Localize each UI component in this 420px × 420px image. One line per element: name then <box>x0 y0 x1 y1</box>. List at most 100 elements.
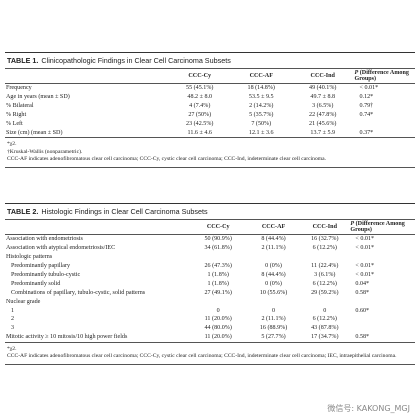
cell: 44 (80.0%) <box>204 325 232 332</box>
cell: 2 (11.1%) <box>261 245 286 252</box>
cell: < 0.01* <box>355 272 375 278</box>
note: CCC-AF indicates adenofibromatous clear … <box>7 156 326 163</box>
table-row: 2 11 (20.0%) 2 (11.1%) 6 (12.2%) <box>5 315 415 324</box>
cell: 1 (1.8%) <box>207 272 229 278</box>
cell: 29 (59.2%) <box>311 289 339 296</box>
header-cell: CCC-Ind <box>300 220 350 235</box>
table-row: Association with endometriosis 50 (90.9%)… <box>5 235 415 244</box>
table-notes: *χ2. †Kruskal-Wallis (nonparametric). CCC-… <box>5 138 415 168</box>
cell: < 0.01* <box>359 85 379 92</box>
note: *χ2. <box>7 345 17 352</box>
row-label: Mitotic activity ≥ 10 mitosis/10 high po… <box>5 332 190 343</box>
header-cell: CCC-AF <box>230 69 292 84</box>
table-row: Size (cm) (mean ± SD) 11.6 ± 4.6 12.1 ± 3.… <box>5 128 415 139</box>
table-row: Age in years (mean ± SD) 48.2 ± 8.0 53.5 ±… <box>5 93 415 102</box>
table-caption: Clinicopathologic Findings in Clear Cell… <box>41 56 231 65</box>
cell: 27 (49.1%) <box>204 289 232 296</box>
cell: 13.7 ± 5.9 <box>292 128 354 139</box>
watermark: 微信号: KAKONG_MGJ <box>327 404 410 413</box>
note: CCC-AF indicates adenofibromatous clear … <box>7 353 397 360</box>
table-label: TABLE 1. <box>7 56 39 65</box>
cell: 50 (90.9%) <box>204 236 232 243</box>
cell: 17 (34.7%) <box>300 332 350 343</box>
row-label: % Bilateral <box>6 103 34 110</box>
row-label: Combinations of papillary, tubulo-cystic… <box>11 289 146 296</box>
cell: 10 (55.6%) <box>259 289 288 296</box>
cell: 6 (12.2%) <box>312 316 337 323</box>
row-label: Histologic patterns <box>6 254 53 261</box>
cell: 49.7 ± 8.8 <box>310 94 336 101</box>
cell: 0 (0%) <box>265 280 282 287</box>
cell: < 0.01* <box>355 263 375 270</box>
cell <box>349 315 415 324</box>
cell: 21 (45.6%) <box>309 121 337 127</box>
header-cell: P (Difference Among Groups) <box>353 69 415 84</box>
cell: 0.74* <box>359 112 374 119</box>
cell <box>300 297 349 306</box>
row-label: % Right <box>6 112 27 119</box>
cell <box>354 120 416 129</box>
table-row: Nuclear grade <box>5 297 415 306</box>
cell: 11 (20.0%) <box>204 316 232 323</box>
header-row: CCC-Cy CCC-AF CCC-Ind P (Difference Among G… <box>5 220 415 235</box>
cell: 8 (44.4%) <box>261 272 286 278</box>
cell <box>349 253 415 262</box>
cell: 2 (14.2%) <box>249 103 274 110</box>
cell: 6 (12.2%) <box>312 280 337 287</box>
cell <box>349 324 415 333</box>
table-row: Frequency 55 (45.1%) 18 (14.8%) 49 (40.1%) <… <box>5 84 415 93</box>
cell: 0.79† <box>359 103 374 110</box>
table-notes: *χ2. CCC-AF indicates adenofibromatous cl… <box>5 343 415 365</box>
cell: 0.12* <box>359 94 374 101</box>
note: *χ2. <box>7 141 17 148</box>
cell: < 0.01* <box>355 236 375 243</box>
table-body: Association with endometriosis 50 (90.9%)… <box>5 235 415 343</box>
row-label: Size (cm) (mean ± SD) <box>5 128 169 139</box>
table-row: % Left 23 (42.5%) 7 (50%) 21 (45.6%) <box>5 120 415 129</box>
table-row: Predominantly tubulo-cystic 1 (1.8%) 8 (44… <box>5 271 415 280</box>
cell: 34 (61.8%) <box>204 245 232 252</box>
table-row: Histologic patterns <box>5 253 415 262</box>
cell: 53.5 ± 9.5 <box>248 94 274 101</box>
header-cell: CCC-Cy <box>189 220 247 235</box>
header-cell: CCC-Ind <box>292 69 354 84</box>
cell: 43 (87.8%) <box>311 325 339 332</box>
table-row: Association with atypical endometriosis/… <box>5 244 415 253</box>
row-label: 2 <box>11 316 15 323</box>
header-cell: CCC-AF <box>246 220 301 235</box>
row-label: Nuclear grade <box>6 298 41 305</box>
table-body: Frequency 55 (45.1%) 18 (14.8%) 49 (40.1%) <… <box>5 84 415 139</box>
cell: 8 (44.4%) <box>261 236 286 243</box>
table-caption: Histologic Findings in Clear Cell Carcin… <box>41 207 208 216</box>
header-cell: CCC-Cy <box>169 69 231 84</box>
cell: 5 (35.7%) <box>249 112 274 119</box>
cell: 11 (22.4%) <box>311 263 339 270</box>
cell: 18 (14.8%) <box>247 85 275 92</box>
row-label: Predominantly solid <box>11 280 61 287</box>
cell: 3 (6.5%) <box>312 103 334 110</box>
cell: 11 (20.0%) <box>189 332 247 343</box>
cell: 0.58* <box>349 332 415 343</box>
row-label: % Left <box>6 121 23 127</box>
table-row: Predominantly solid 1 (1.8%) 0 (0%) 6 (12.2… <box>5 279 415 288</box>
table-row: Mitotic activity ≥ 10 mitosis/10 high po… <box>5 332 415 343</box>
table-title: TABLE 2. Histologic Findings in Clear Cel… <box>5 203 415 220</box>
cell <box>300 253 349 262</box>
cell: < 0.01* <box>355 245 375 252</box>
row-label: 1 <box>11 307 15 314</box>
cell: 55 (45.1%) <box>186 85 214 92</box>
table-row: % Bilateral 4 (7.4%) 2 (14.2%) 3 (6.5%) 0.79… <box>5 102 415 111</box>
header-row: CCC-Cy CCC-AF CCC-Ind P (Difference Among G… <box>5 69 415 84</box>
header-p: P <box>350 221 355 227</box>
table-title: TABLE 1. Clinicopathologic Findings in Cl… <box>5 52 415 69</box>
cell: 16 (88.9%) <box>259 325 288 332</box>
row-label: Age in years (mean ± SD) <box>6 94 70 101</box>
cell: 6 (12.2%) <box>312 245 337 252</box>
cell: 26 (47.3%) <box>204 263 232 270</box>
row-label: Frequency <box>6 85 32 92</box>
cell: 0.58* <box>355 289 370 296</box>
header-cell <box>5 69 169 84</box>
cell: 3 (6.1%) <box>314 272 336 278</box>
cell: 2 (11.1%) <box>261 316 286 323</box>
